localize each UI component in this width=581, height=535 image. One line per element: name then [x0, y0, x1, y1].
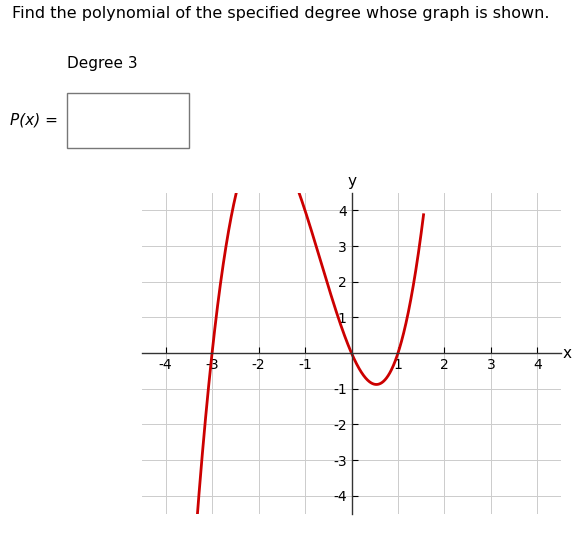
Text: Degree 3: Degree 3 [67, 56, 138, 71]
Text: Find the polynomial of the specified degree whose graph is shown.: Find the polynomial of the specified deg… [12, 6, 549, 21]
FancyBboxPatch shape [67, 93, 189, 148]
Text: P(x) =: P(x) = [10, 113, 58, 128]
Text: x: x [563, 346, 572, 361]
Text: y: y [347, 174, 356, 189]
